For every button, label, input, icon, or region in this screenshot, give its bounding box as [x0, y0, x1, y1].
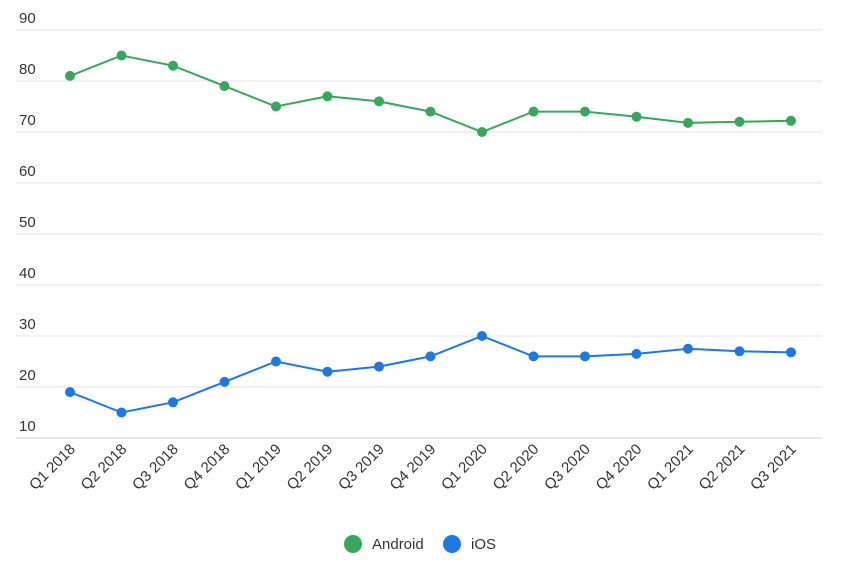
legend-marker	[344, 535, 362, 553]
data-point	[425, 351, 436, 362]
y-tick-label: 10	[19, 418, 36, 435]
data-point	[168, 60, 178, 71]
data-point	[631, 111, 642, 122]
data-point	[734, 116, 745, 127]
x-tick-label: Q2 2020	[490, 441, 543, 494]
x-tick-label: Q4 2020	[593, 441, 646, 494]
x-tick-label: Q1 2019	[232, 441, 285, 494]
legend-item-ios[interactable]: iOS	[443, 535, 496, 553]
grid-lines	[16, 29, 822, 439]
y-tick-label: 50	[19, 214, 36, 231]
x-tick-label: Q1 2021	[644, 441, 697, 494]
data-point	[374, 96, 384, 107]
x-tick-label: Q1 2020	[438, 441, 491, 494]
data-point	[374, 361, 384, 372]
data-point	[477, 127, 487, 137]
x-tick-label: Q4 2019	[387, 441, 440, 494]
legend-label: Android	[372, 536, 424, 553]
data-point	[477, 331, 487, 341]
data-point	[786, 347, 796, 358]
data-point	[528, 106, 539, 117]
series-group	[65, 50, 796, 418]
y-tick-label: 80	[19, 61, 36, 78]
data-point	[219, 81, 230, 92]
x-tick-label: Q4 2018	[181, 441, 234, 494]
data-point	[631, 348, 642, 359]
data-point	[425, 106, 436, 117]
legend-label: iOS	[471, 536, 496, 553]
y-axis-ticks: 10 20 30 40 50 60 70 80 90	[19, 10, 36, 435]
x-tick-label: Q2 2019	[284, 441, 337, 494]
x-tick-label: Q2 2018	[78, 441, 131, 494]
data-point	[580, 106, 590, 117]
data-point	[219, 376, 230, 387]
x-tick-label: Q3 2018	[129, 441, 182, 494]
data-point	[65, 70, 75, 81]
data-point	[322, 91, 333, 102]
data-point	[322, 366, 333, 377]
data-point	[168, 397, 178, 408]
data-point	[271, 356, 281, 367]
data-point	[528, 351, 539, 362]
legend-item-android[interactable]: Android	[344, 535, 424, 553]
x-tick-label: Q2 2021	[696, 441, 749, 494]
data-point	[271, 101, 281, 112]
y-tick-label: 70	[19, 112, 36, 129]
data-point	[580, 351, 590, 362]
legend-marker	[443, 535, 461, 553]
data-point	[734, 346, 745, 357]
data-point	[683, 117, 693, 128]
legend: Android iOS	[344, 535, 496, 553]
data-point	[116, 50, 127, 61]
y-tick-label: 60	[19, 163, 36, 180]
x-tick-label: Q3 2020	[541, 441, 594, 494]
series-android	[65, 50, 796, 137]
x-tick-label: Q1 2018	[26, 441, 79, 494]
y-tick-label: 30	[19, 316, 36, 333]
data-point	[65, 387, 75, 398]
series-ios	[65, 331, 796, 418]
data-point	[683, 343, 693, 354]
x-tick-label: Q3 2019	[335, 441, 388, 494]
y-tick-label: 20	[19, 367, 36, 384]
y-tick-label: 90	[19, 10, 36, 27]
y-tick-label: 40	[19, 265, 36, 282]
series-line	[69, 54, 792, 134]
series-line	[69, 334, 792, 414]
data-point	[786, 115, 796, 126]
data-point	[116, 407, 127, 418]
x-tick-label: Q3 2021	[747, 441, 800, 494]
